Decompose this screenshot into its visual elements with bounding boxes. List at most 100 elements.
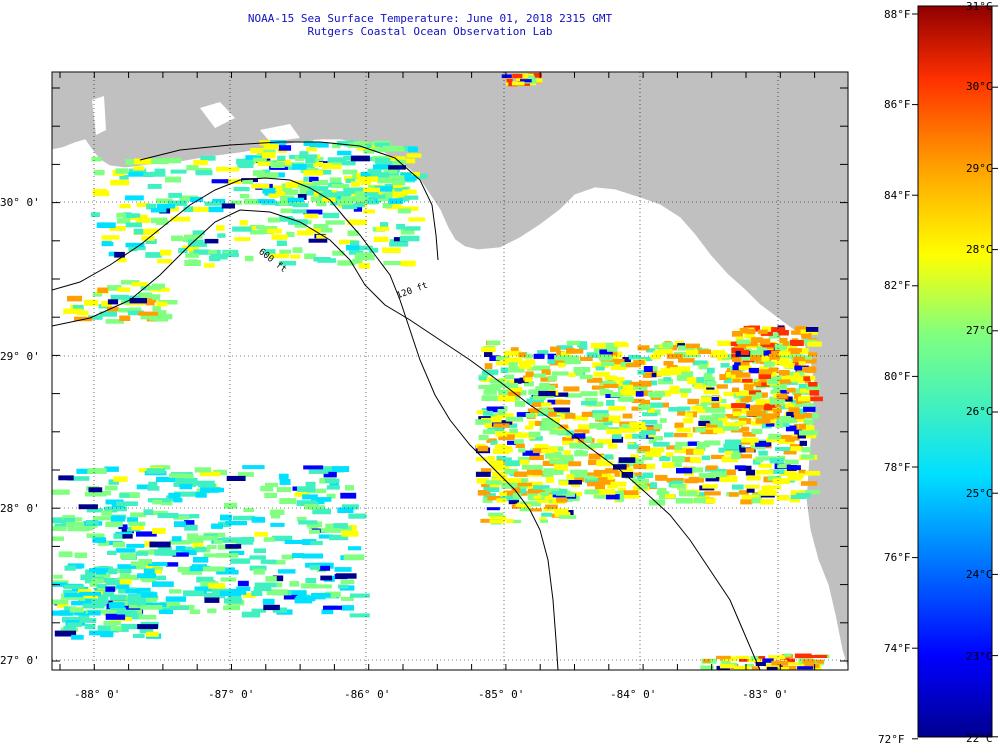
- sst-pixel: [652, 436, 663, 441]
- sst-pixel: [103, 241, 114, 246]
- sst-pixel: [310, 540, 323, 546]
- sst-pixel: [392, 179, 406, 186]
- sst-pixel: [270, 253, 289, 259]
- sst-pixel: [776, 416, 791, 421]
- sst-pixel: [146, 631, 159, 637]
- sst-pixel: [736, 390, 749, 396]
- sst-pixel: [797, 433, 806, 439]
- sst-pixel: [737, 420, 747, 426]
- sst-pixel: [548, 411, 557, 417]
- sst-pixel: [705, 476, 720, 482]
- sst-pixel: [98, 594, 109, 601]
- sst-pixel: [769, 399, 785, 405]
- sst-pixel: [495, 356, 511, 361]
- sst-pixel: [741, 408, 750, 414]
- sst-pixel: [104, 610, 117, 616]
- sst-pixel: [706, 465, 718, 470]
- cb-c-29: 29°C: [966, 162, 993, 175]
- sst-pixel: [189, 609, 201, 614]
- sst-pixel: [695, 446, 706, 452]
- sst-pixel: [762, 658, 774, 663]
- sst-pixel: [237, 580, 249, 587]
- sst-pixel: [563, 386, 580, 392]
- sst-pixel: [703, 389, 720, 395]
- sst-pixel: [568, 461, 582, 467]
- sst-pixel: [805, 379, 811, 384]
- sst-pixel: [566, 474, 575, 480]
- sst-pixel: [254, 531, 268, 537]
- sst-pixel: [291, 553, 304, 558]
- sst-pixel: [647, 402, 663, 408]
- sst-pixel: [631, 458, 644, 465]
- sst-pixel: [327, 157, 347, 164]
- sst-pixel: [229, 550, 245, 555]
- sst-pixel: [496, 498, 507, 503]
- sst-pixel: [687, 378, 703, 385]
- sst-pixel: [110, 294, 129, 300]
- sst-pixel: [549, 459, 564, 464]
- cb-f-86: 86°F: [884, 98, 911, 111]
- sst-pixel: [573, 472, 588, 478]
- sst-pixel: [508, 366, 525, 373]
- sst-pixel: [648, 433, 656, 438]
- sst-pixel: [760, 490, 777, 496]
- sst-pixel: [566, 340, 580, 346]
- sst-pixel: [584, 436, 593, 443]
- sst-pixel: [493, 448, 510, 454]
- sst-pixel: [96, 573, 111, 578]
- sst-pixel: [751, 350, 763, 356]
- sst-pixel: [283, 594, 298, 600]
- sst-pixel: [249, 555, 266, 560]
- sst-pixel: [716, 384, 728, 389]
- sst-pixel: [374, 186, 393, 192]
- sst-pixel: [339, 239, 357, 245]
- sst-pixel: [82, 603, 105, 609]
- sst-pixel: [765, 413, 780, 419]
- sst-pixel: [52, 517, 67, 524]
- sst-pixel: [509, 357, 523, 363]
- sst-pixel: [662, 342, 674, 348]
- sst-pixel: [527, 488, 542, 494]
- sst-pixel: [169, 539, 190, 545]
- sst-pixel: [563, 355, 580, 362]
- sst-pixel: [599, 380, 608, 386]
- sst-pixel: [281, 554, 294, 560]
- sst-pixel: [733, 393, 740, 399]
- graticule: [52, 72, 848, 670]
- sst-pixel: [216, 225, 225, 231]
- sst-pixel: [746, 486, 755, 493]
- sst-pixel: [496, 455, 507, 461]
- sst-pixel: [200, 487, 221, 493]
- sst-pixel: [140, 592, 158, 598]
- sst-pixel: [184, 524, 198, 531]
- sst-pixel: [653, 423, 663, 430]
- sst-pixel: [519, 507, 531, 512]
- sst-pixel: [500, 413, 514, 419]
- sst-pixel: [677, 411, 687, 416]
- sst-pixel: [764, 485, 782, 490]
- sst-pixel: [243, 592, 256, 598]
- sst-pixel: [687, 467, 704, 473]
- sst-pixel: [775, 346, 786, 351]
- sst-pixel: [120, 623, 140, 630]
- sst-pixel: [751, 428, 763, 435]
- sst-pixel: [218, 521, 232, 528]
- sst-pixel: [107, 299, 119, 305]
- sst-pixel: [768, 655, 786, 660]
- sst-pixel: [514, 378, 522, 384]
- sst-pixel: [537, 350, 549, 355]
- sst-pixel: [335, 573, 357, 579]
- sst-pixel: [136, 202, 150, 207]
- sst-pixel: [191, 206, 209, 212]
- sst-pixel: [135, 551, 149, 556]
- sst-pixel: [150, 208, 167, 213]
- sst-pixel: [272, 607, 287, 613]
- sst-pixel: [489, 519, 505, 524]
- sst-pixel: [484, 423, 496, 428]
- sst-pixel: [599, 349, 613, 355]
- sst-pixel: [514, 400, 526, 407]
- sst-pixel: [775, 446, 791, 451]
- sst-pixel: [313, 161, 323, 167]
- sst-pixel: [572, 415, 589, 421]
